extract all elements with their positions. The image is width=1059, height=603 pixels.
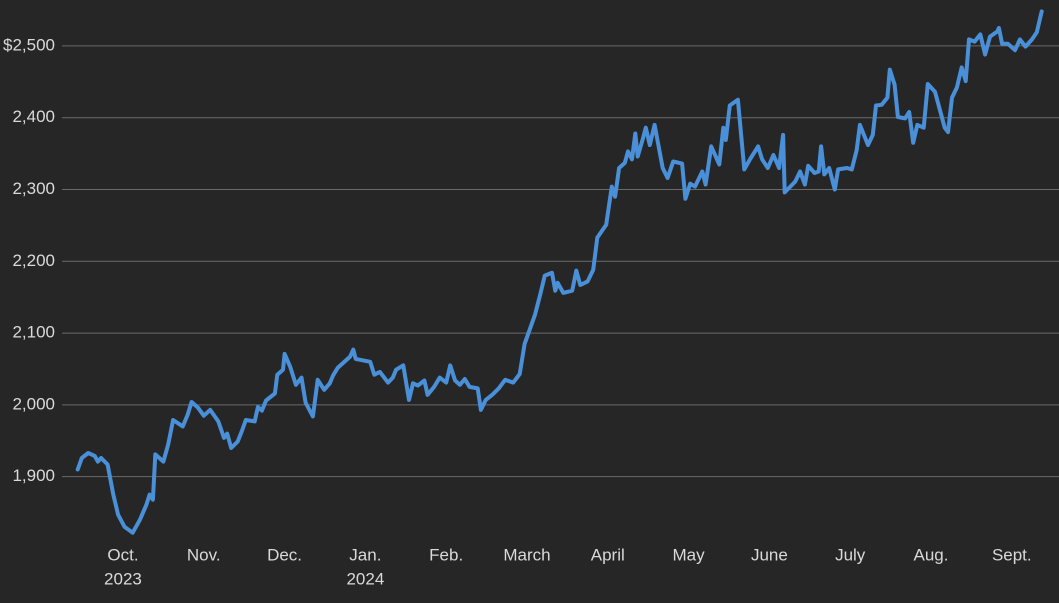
x-tick-label: Aug. [914, 545, 949, 564]
x-tick-label: Nov. [187, 545, 221, 564]
x-tick-label: April [591, 545, 625, 564]
x-tick-label: Feb. [429, 545, 463, 564]
y-tick-label: 2,200 [12, 251, 55, 270]
y-tick-label: 2,400 [12, 107, 55, 126]
x-tick-label: Dec. [267, 545, 302, 564]
y-tick-label: $2,500 [3, 35, 55, 54]
year-label: 2023 [104, 569, 142, 588]
y-tick-label: 1,900 [12, 466, 55, 485]
year-label: 2024 [346, 569, 384, 588]
y-tick-label: 2,100 [12, 323, 55, 342]
y-tick-label: 2,300 [12, 179, 55, 198]
x-tick-label: May [673, 545, 706, 564]
x-tick-label: Jan. [349, 545, 381, 564]
x-tick-label: March [503, 545, 550, 564]
x-tick-label: July [835, 545, 866, 564]
price-line [75, 9, 1044, 535]
x-tick-label: Oct. [107, 545, 138, 564]
y-tick-label: 2,000 [12, 394, 55, 413]
x-tick-label: Sept. [992, 545, 1032, 564]
x-tick-label: June [751, 545, 788, 564]
